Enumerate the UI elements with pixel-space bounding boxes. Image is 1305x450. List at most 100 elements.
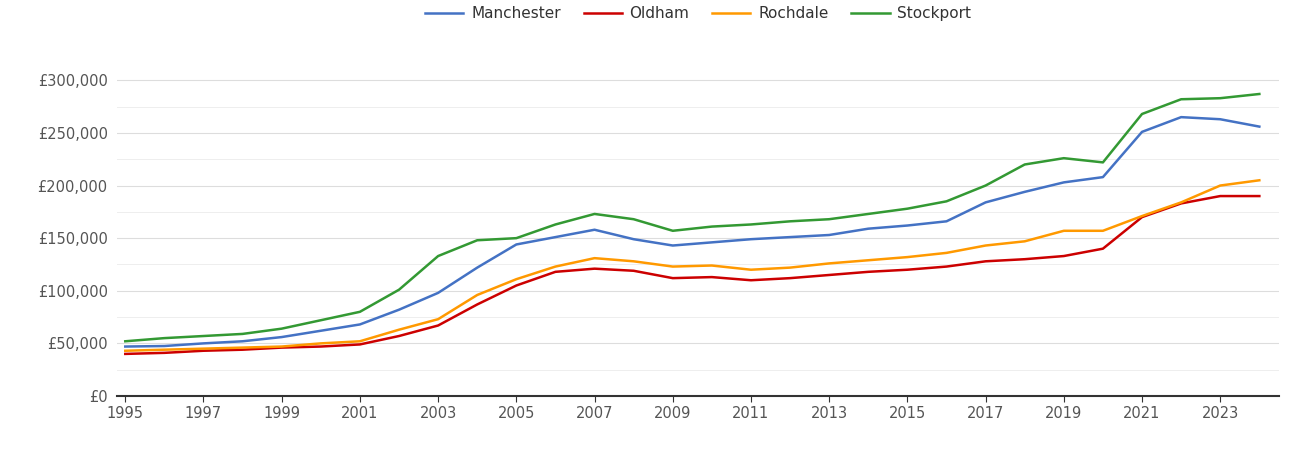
Manchester xyxy=(509,242,525,247)
Oldham xyxy=(703,274,719,280)
Oldham xyxy=(470,302,485,307)
Line: Rochdale: Rochdale xyxy=(125,180,1259,351)
Oldham xyxy=(666,275,681,281)
Oldham xyxy=(313,344,329,349)
Rochdale xyxy=(1056,228,1071,234)
Manchester xyxy=(313,328,329,333)
Manchester xyxy=(235,338,251,344)
Manchester xyxy=(470,265,485,270)
Manchester xyxy=(117,344,133,349)
Rochdale xyxy=(1251,178,1267,183)
Stockport xyxy=(1251,91,1267,97)
Manchester xyxy=(626,237,642,242)
Oldham xyxy=(1017,256,1032,262)
Oldham xyxy=(1251,194,1267,199)
Stockport xyxy=(313,318,329,323)
Stockport xyxy=(157,335,172,341)
Oldham xyxy=(860,269,876,274)
Rochdale xyxy=(392,327,407,333)
Oldham xyxy=(157,350,172,356)
Rochdale xyxy=(313,341,329,346)
Stockport xyxy=(235,331,251,337)
Rochdale xyxy=(1173,200,1189,205)
Line: Manchester: Manchester xyxy=(125,117,1259,346)
Stockport xyxy=(821,216,837,222)
Manchester xyxy=(548,234,564,240)
Stockport xyxy=(1095,160,1111,165)
Stockport xyxy=(938,198,954,204)
Stockport xyxy=(703,224,719,230)
Oldham xyxy=(1056,253,1071,259)
Oldham xyxy=(1212,194,1228,199)
Stockport xyxy=(352,309,368,315)
Rochdale xyxy=(509,276,525,282)
Rochdale xyxy=(626,259,642,264)
Manchester xyxy=(1056,180,1071,185)
Rochdale xyxy=(743,267,758,272)
Oldham xyxy=(235,347,251,352)
Legend: Manchester, Oldham, Rochdale, Stockport: Manchester, Oldham, Rochdale, Stockport xyxy=(419,0,977,27)
Oldham xyxy=(352,342,368,347)
Manchester xyxy=(1251,124,1267,129)
Stockport xyxy=(196,333,211,339)
Manchester xyxy=(1173,114,1189,120)
Manchester xyxy=(1212,117,1228,122)
Rochdale xyxy=(899,254,915,260)
Manchester xyxy=(821,232,837,238)
Rochdale xyxy=(470,292,485,298)
Rochdale xyxy=(274,344,290,349)
Manchester xyxy=(274,334,290,340)
Rochdale xyxy=(1095,228,1111,234)
Oldham xyxy=(117,351,133,356)
Oldham xyxy=(938,264,954,269)
Rochdale xyxy=(1134,213,1150,219)
Rochdale xyxy=(235,345,251,350)
Rochdale xyxy=(587,256,603,261)
Stockport xyxy=(1212,95,1228,101)
Stockport xyxy=(1017,162,1032,167)
Stockport xyxy=(274,326,290,331)
Manchester xyxy=(977,200,993,205)
Manchester xyxy=(1095,175,1111,180)
Stockport xyxy=(977,183,993,188)
Manchester xyxy=(666,243,681,248)
Oldham xyxy=(509,283,525,288)
Rochdale xyxy=(1212,183,1228,188)
Rochdale xyxy=(821,261,837,266)
Oldham xyxy=(626,268,642,274)
Oldham xyxy=(782,275,797,281)
Manchester xyxy=(938,219,954,224)
Stockport xyxy=(587,211,603,216)
Stockport xyxy=(899,206,915,211)
Oldham xyxy=(899,267,915,272)
Line: Stockport: Stockport xyxy=(125,94,1259,341)
Stockport xyxy=(743,222,758,227)
Rochdale xyxy=(431,316,446,322)
Oldham xyxy=(821,272,837,278)
Manchester xyxy=(703,240,719,245)
Oldham xyxy=(743,278,758,283)
Oldham xyxy=(392,333,407,339)
Oldham xyxy=(196,348,211,353)
Rochdale xyxy=(938,250,954,256)
Line: Oldham: Oldham xyxy=(125,196,1259,354)
Stockport xyxy=(860,211,876,216)
Oldham xyxy=(431,323,446,328)
Rochdale xyxy=(196,346,211,351)
Stockport xyxy=(626,216,642,222)
Manchester xyxy=(743,237,758,242)
Rochdale xyxy=(352,338,368,344)
Rochdale xyxy=(117,348,133,353)
Stockport xyxy=(392,287,407,292)
Oldham xyxy=(1134,214,1150,220)
Stockport xyxy=(1056,156,1071,161)
Manchester xyxy=(431,290,446,296)
Manchester xyxy=(392,307,407,312)
Stockport xyxy=(117,338,133,344)
Stockport xyxy=(1173,97,1189,102)
Manchester xyxy=(1017,189,1032,194)
Manchester xyxy=(352,322,368,327)
Rochdale xyxy=(548,264,564,269)
Rochdale xyxy=(703,263,719,268)
Stockport xyxy=(431,253,446,259)
